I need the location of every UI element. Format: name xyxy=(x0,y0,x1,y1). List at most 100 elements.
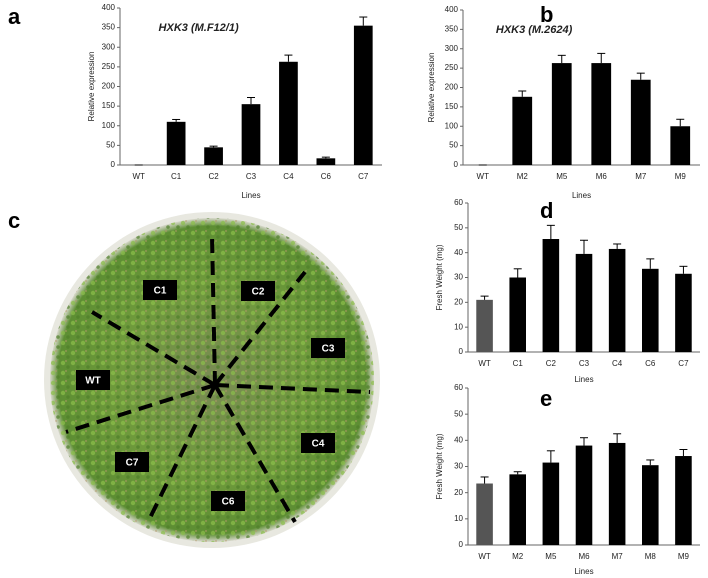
y-tick-label: 200 xyxy=(102,82,116,91)
bar xyxy=(575,445,593,545)
y-tick-label: 200 xyxy=(445,83,459,92)
bar xyxy=(591,63,612,165)
label-box xyxy=(76,370,110,390)
error-bar xyxy=(513,268,522,278)
y-tick-label: 0 xyxy=(454,160,459,169)
x-tick-label: C7 xyxy=(678,359,689,368)
bar xyxy=(316,158,336,165)
chart-title: HXK3 (M.2624) xyxy=(496,24,573,36)
error-bar xyxy=(636,72,645,80)
bar xyxy=(551,63,572,165)
panel-letter: d xyxy=(540,198,553,223)
error-bar xyxy=(679,448,688,457)
y-tick-label: 300 xyxy=(102,42,116,51)
bar xyxy=(670,126,691,165)
x-tick-label: M5 xyxy=(545,552,557,561)
x-axis-label: Lines xyxy=(574,567,593,576)
y-tick-label: 50 xyxy=(106,140,115,149)
x-tick-label: M9 xyxy=(675,172,687,181)
y-tick-label: 40 xyxy=(454,435,463,444)
y-tick-label: 50 xyxy=(454,223,463,232)
x-tick-label: C6 xyxy=(321,172,332,181)
bar xyxy=(642,465,659,545)
error-bar xyxy=(513,471,522,475)
bar xyxy=(675,456,692,545)
error-bar xyxy=(580,239,588,254)
x-axis-label: Lines xyxy=(241,191,260,200)
y-tick-label: 60 xyxy=(454,383,463,392)
y-axis-label: Relative expression xyxy=(427,53,436,123)
y-tick-label: 100 xyxy=(102,121,116,130)
x-tick-label: M7 xyxy=(635,172,647,181)
y-tick-label: 10 xyxy=(454,514,463,523)
bar xyxy=(512,96,533,165)
x-tick-label: C2 xyxy=(546,359,557,368)
x-tick-label: M2 xyxy=(517,172,529,181)
y-tick-label: 10 xyxy=(454,322,463,331)
error-bar xyxy=(676,118,685,127)
error-bar xyxy=(613,243,622,249)
y-tick-label: 150 xyxy=(102,101,116,110)
error-bar xyxy=(518,90,527,97)
label-box xyxy=(241,281,275,301)
y-tick-label: 250 xyxy=(102,62,116,71)
error-bar xyxy=(646,258,655,269)
x-tick-label: C4 xyxy=(612,359,623,368)
y-tick-label: 350 xyxy=(445,24,459,33)
bar xyxy=(509,277,526,352)
x-tick-label: WT xyxy=(477,172,490,181)
bar xyxy=(542,239,560,352)
y-tick-label: 400 xyxy=(445,5,459,14)
error-bar xyxy=(359,16,368,26)
error-bar xyxy=(546,224,555,240)
photo-label: C6 xyxy=(222,497,235,508)
y-tick-label: 0 xyxy=(111,160,116,169)
bar xyxy=(575,253,593,352)
y-axis-label: Fresh Weight (mg) xyxy=(435,433,444,499)
x-axis-label: Lines xyxy=(572,191,591,200)
bar xyxy=(608,248,626,352)
y-tick-label: 30 xyxy=(454,462,463,471)
y-tick-label: 20 xyxy=(454,297,463,306)
panel-letter: c xyxy=(8,208,20,233)
photo-label: C4 xyxy=(312,439,325,450)
error-bar xyxy=(557,54,566,64)
panel-letter: a xyxy=(8,4,21,29)
error-bar xyxy=(580,437,588,446)
chart-title: HXK3 (M.F12/1) xyxy=(159,22,239,34)
dividers xyxy=(65,234,371,524)
y-axis-label: Fresh Weight (mg) xyxy=(435,244,444,310)
y-tick-label: 100 xyxy=(445,121,459,130)
label-box xyxy=(211,491,245,511)
error-bar xyxy=(646,459,655,466)
x-tick-label: M9 xyxy=(678,552,690,561)
y-axis-label: Relative expression xyxy=(87,52,96,122)
y-tick-label: 50 xyxy=(454,409,463,418)
x-tick-label: M6 xyxy=(578,552,590,561)
y-tick-label: 400 xyxy=(102,3,116,12)
y-tick-label: 20 xyxy=(454,488,463,497)
bar xyxy=(608,442,626,545)
x-tick-label: M2 xyxy=(512,552,524,561)
x-tick-label: M5 xyxy=(556,172,568,181)
error-bar xyxy=(209,145,218,148)
x-tick-label: WT xyxy=(132,172,145,181)
error-bar xyxy=(480,476,489,484)
y-tick-label: 50 xyxy=(449,141,458,150)
error-bar xyxy=(321,156,330,159)
y-tick-label: 30 xyxy=(454,273,463,282)
error-bar xyxy=(172,118,181,122)
y-tick-label: 0 xyxy=(459,540,464,549)
bar xyxy=(542,462,560,545)
bar xyxy=(476,299,493,352)
x-tick-label: M8 xyxy=(645,552,657,561)
error-bar xyxy=(546,450,555,463)
y-tick-label: 300 xyxy=(445,44,459,53)
label-box xyxy=(143,280,177,300)
error-bar xyxy=(247,96,255,105)
y-tick-label: 60 xyxy=(454,198,463,207)
panel-letter: e xyxy=(540,386,552,411)
label-box xyxy=(301,433,335,453)
y-tick-label: 350 xyxy=(102,23,116,32)
